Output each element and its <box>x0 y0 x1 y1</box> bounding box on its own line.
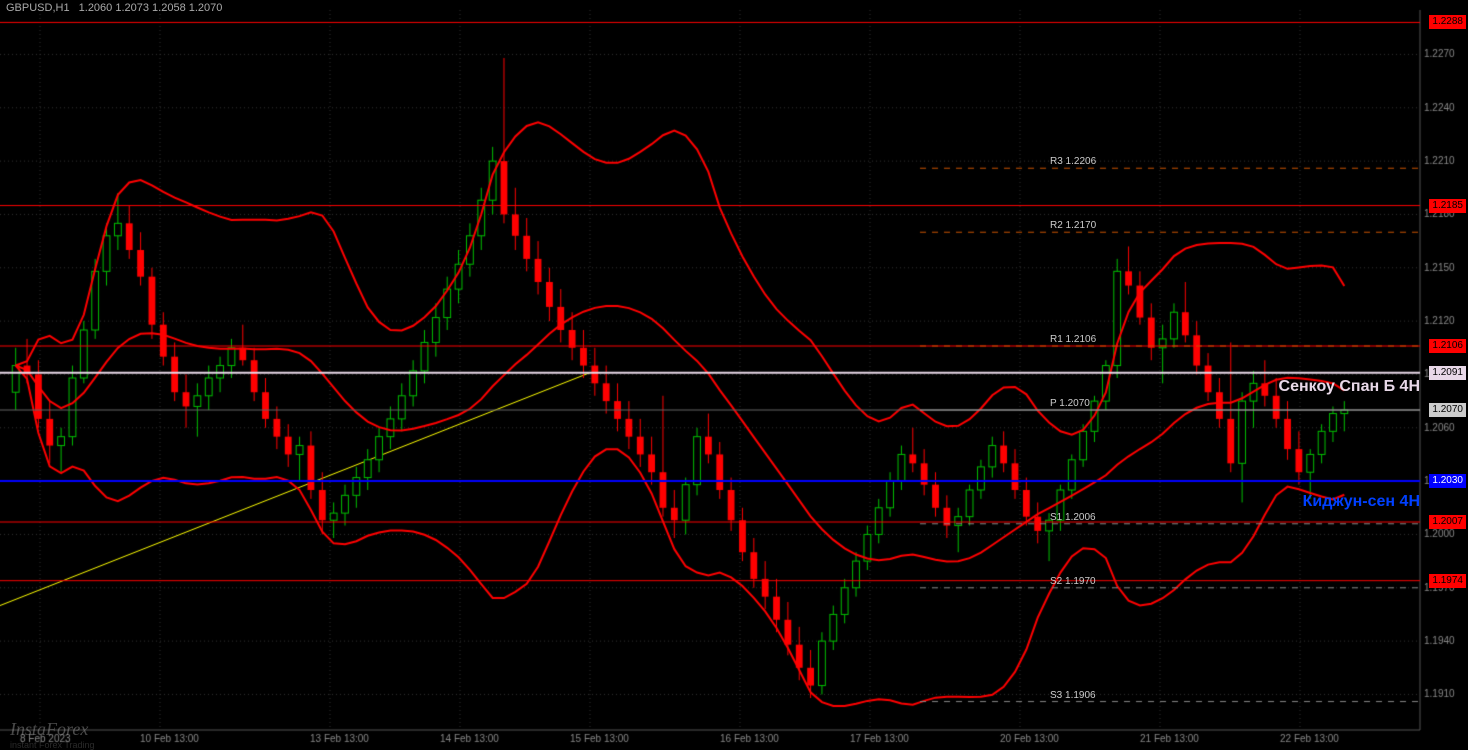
ohlc-text: 1.2060 1.2073 1.2058 1.2070 <box>79 2 223 14</box>
chart-container[interactable]: GBPUSD,H1 1.2060 1.2073 1.2058 1.2070 In… <box>0 0 1468 750</box>
pivot-label: R1 1.2106 <box>1050 334 1096 345</box>
watermark-sub: instant Forex Trading <box>10 740 95 750</box>
watermark-logo: InstaForex <box>10 719 88 740</box>
pivot-label: S2 1.1970 <box>1050 576 1096 587</box>
price-level-label: 1.2091 <box>1429 366 1466 380</box>
price-level-label: 1.2030 <box>1429 474 1466 488</box>
price-level-label: 1.2106 <box>1429 339 1466 353</box>
price-level-label: 1.2070 <box>1429 403 1466 417</box>
symbol-header: GBPUSD,H1 1.2060 1.2073 1.2058 1.2070 <box>6 2 222 14</box>
pivot-label: P 1.2070 <box>1050 398 1090 409</box>
pivot-label: R2 1.2170 <box>1050 220 1096 231</box>
price-level-label: 1.1974 <box>1429 574 1466 588</box>
price-level-label: 1.2288 <box>1429 15 1466 29</box>
forex-chart[interactable] <box>0 0 1468 750</box>
price-level-label: 1.2007 <box>1429 515 1466 529</box>
indicator-name-label: Киджун-сен 4Н <box>1303 493 1420 511</box>
indicator-name-label: Сенкоу Спан Б 4Н <box>1279 378 1420 396</box>
symbol-text: GBPUSD,H1 <box>6 2 70 14</box>
pivot-label: S3 1.1906 <box>1050 690 1096 701</box>
price-level-label: 1.2185 <box>1429 199 1466 213</box>
pivot-label: R3 1.2206 <box>1050 156 1096 167</box>
pivot-label: S1 1.2006 <box>1050 512 1096 523</box>
